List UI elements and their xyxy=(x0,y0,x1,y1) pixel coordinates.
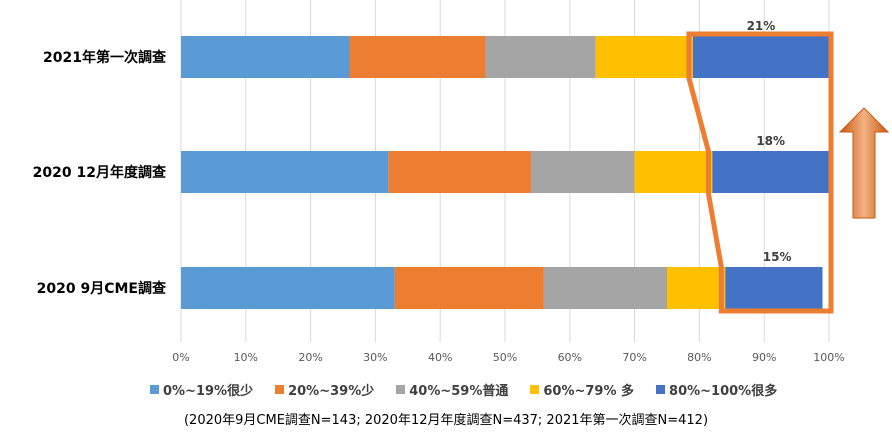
legend-label: 40%~59%普通 xyxy=(409,384,509,399)
bar-segment xyxy=(181,151,389,193)
bar-segment xyxy=(595,36,693,78)
legend-item: 80%~100%很多 xyxy=(656,380,777,399)
x-tick-label: 20% xyxy=(298,351,322,364)
legend-swatch xyxy=(275,385,285,394)
bar-segment xyxy=(543,267,667,309)
legend-item: 0%~19%很少 xyxy=(150,380,253,399)
legend-swatch xyxy=(656,385,666,394)
bars xyxy=(181,36,829,309)
legend-item: 20%~39%少 xyxy=(275,380,374,399)
legend-swatch xyxy=(530,385,540,394)
x-tick-label: 80% xyxy=(687,351,711,364)
category-label: 2020 12月年度調查 xyxy=(33,164,167,181)
x-tick-label: 70% xyxy=(622,351,646,364)
legend-swatch xyxy=(396,385,406,394)
x-tick-label: 50% xyxy=(493,351,517,364)
data-label: 21% xyxy=(747,19,776,33)
legend-item: 40%~59%普通 xyxy=(396,380,508,399)
bar-segment xyxy=(692,36,829,78)
category-labels: 2021年第一次調查 2020 12月年度調查 2020 9月CME調查 xyxy=(33,49,167,297)
bar-segment xyxy=(712,151,829,193)
category-label: 2020 9月CME調查 xyxy=(37,280,167,297)
bar-segment xyxy=(349,36,486,78)
data-label: 18% xyxy=(756,134,785,148)
highlight-outline xyxy=(686,31,834,314)
sample-size-footnote: (2020年9月CME調查N=143; 2020年12月年度調查N=437; 2… xyxy=(183,413,709,428)
x-tick-label: 100% xyxy=(813,351,844,364)
x-tick-label: 0% xyxy=(172,351,189,364)
legend-label: 60%~79% 多 xyxy=(543,384,635,399)
legend-label: 0%~19%很少 xyxy=(163,384,254,399)
legend-item: 60%~79% 多 xyxy=(530,380,634,399)
data-label: 15% xyxy=(763,250,792,264)
bar-segment xyxy=(667,267,726,309)
data-labels: 21% 18% 15% xyxy=(747,19,792,264)
x-tick-label: 90% xyxy=(752,351,776,364)
highlight-frame xyxy=(686,31,834,314)
legend-label: 80%~100%很多 xyxy=(669,384,778,399)
x-axis-ticks: 0% 10% 20% 30% 40% 50% 60% 70% 80% 90% 100% xyxy=(172,351,844,364)
x-tick-label: 10% xyxy=(234,351,258,364)
stacked-bar-chart: 2021年第一次調查 2020 12月年度調查 2020 9月CME調查 0% 10%… xyxy=(33,0,890,364)
bar-segment xyxy=(530,151,635,193)
x-tick-label: 40% xyxy=(428,351,452,364)
category-label: 2021年第一次調查 xyxy=(43,49,167,66)
bar-segment xyxy=(394,267,544,309)
bar-segment xyxy=(388,151,531,193)
x-tick-label: 60% xyxy=(558,351,582,364)
legend-swatch xyxy=(150,385,159,394)
bar-segment xyxy=(485,36,596,78)
bar-segment xyxy=(725,267,823,309)
bar-segment xyxy=(181,36,350,78)
arrow-shape xyxy=(838,107,890,219)
legend-label: 20%~39%少 xyxy=(288,384,375,399)
bar-segment xyxy=(634,151,713,193)
x-tick-label: 30% xyxy=(363,351,387,364)
legend: 0%~19%很少 20%~39%少 40%~59%普通 60%~79% 多 80%~10… xyxy=(150,380,777,399)
up-arrow-icon xyxy=(838,107,890,219)
bar-segment xyxy=(181,267,395,309)
